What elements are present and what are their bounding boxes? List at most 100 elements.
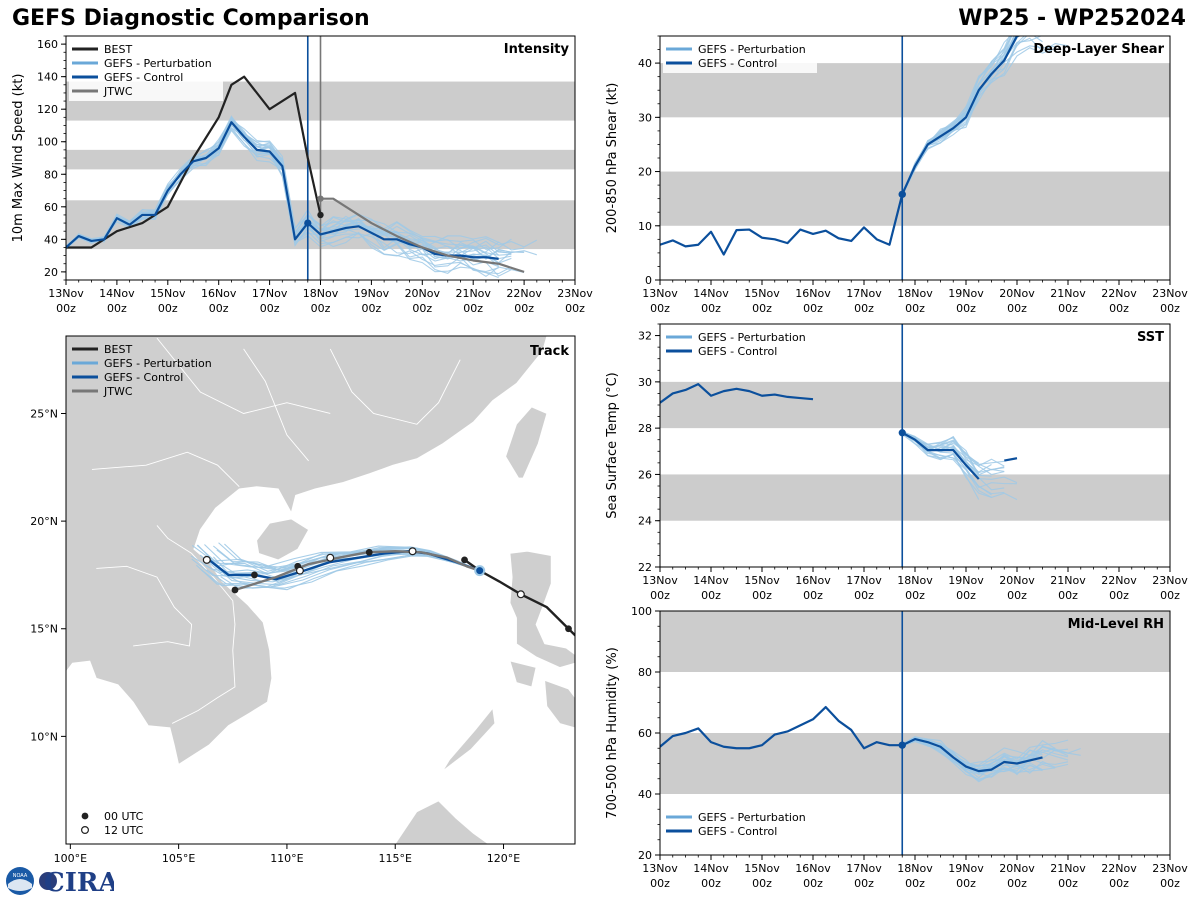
- border-line: [156, 525, 236, 724]
- track-point-12utc: [202, 555, 211, 564]
- cira-globe-icon: [39, 872, 57, 890]
- x-tick-label-hour: 00z: [1007, 877, 1027, 890]
- y-axis-label: Sea Surface Temp (°C): [605, 372, 620, 519]
- x-tick-label-date: 17Nov: [846, 862, 882, 875]
- x-tick-label-hour: 00z: [514, 302, 534, 315]
- jtwc-track: [234, 550, 481, 592]
- x-tick-label-date: 22Nov: [1101, 574, 1137, 587]
- x-tick-label-date: 20Nov: [999, 287, 1035, 300]
- x-tick-label-hour: 00z: [956, 589, 976, 602]
- border-line: [243, 348, 309, 462]
- y-tick-label: 120: [37, 103, 58, 116]
- x-tick-label-date: 14Nov: [99, 287, 135, 300]
- perturbation-line: [901, 736, 1056, 767]
- plot-area: [66, 36, 575, 280]
- x-tick-label-hour: 00z: [854, 302, 874, 315]
- x-tick-label-date: 14Nov: [693, 862, 729, 875]
- x-tick-label-date: 15Nov: [744, 862, 780, 875]
- perturbation-line: [901, 737, 1043, 783]
- y-tick-label: 160: [37, 38, 58, 51]
- x-tick-label-hour: 00z: [56, 302, 76, 315]
- x-tick-label-hour: 00z: [803, 302, 823, 315]
- panel-title: SST: [1137, 330, 1164, 345]
- x-tick-label-hour: 00z: [1058, 302, 1078, 315]
- y-tick-label: 30: [638, 376, 652, 389]
- y-tick-label: 24: [638, 515, 652, 528]
- x-tick-label-hour: 00z: [701, 302, 721, 315]
- init-point: [898, 429, 906, 437]
- x-tick-label-date: 19Nov: [354, 287, 390, 300]
- marker-legend-label: 12 UTC: [104, 824, 144, 837]
- legend-label: BEST: [104, 343, 132, 356]
- x-tick-label-hour: 00z: [1007, 302, 1027, 315]
- y-axis-label: 200-850 hPa Shear (kt): [605, 83, 620, 234]
- land-mass: [394, 800, 490, 844]
- control-line: [901, 737, 1043, 773]
- perturbation-line: [901, 739, 1069, 770]
- legend-box: [663, 327, 817, 361]
- y-tick-label: 32: [638, 330, 652, 343]
- y-tick-label: 0: [645, 274, 652, 287]
- control-line: [901, 36, 1023, 195]
- intensity-band: [660, 171, 1170, 226]
- x-tick-label-date: 20Nov: [999, 574, 1035, 587]
- x-tick-label-hour: 00z: [803, 877, 823, 890]
- y-tick-label: 28: [638, 422, 652, 435]
- land-mass: [509, 660, 537, 688]
- legend-label: JTWC: [103, 85, 133, 98]
- storm-id: WP25 - WP252024: [958, 6, 1186, 31]
- y-tick-label: 80: [44, 168, 58, 181]
- x-tick-label-hour: 00z: [1160, 877, 1180, 890]
- land-mass: [505, 406, 548, 479]
- y-tick-label: 140: [37, 71, 58, 84]
- x-tick-label-hour: 00z: [803, 589, 823, 602]
- control-line: [660, 383, 814, 404]
- land-mass: [509, 550, 575, 668]
- legend-label: JTWC: [103, 385, 133, 398]
- panel-intensity: 20 40 60 80 100 120 140 160 13Nov 00z 14Nov 00z 15No…: [11, 35, 593, 315]
- x-tick-label-date: 13Nov: [48, 287, 84, 300]
- y-tick-label: 30: [638, 111, 652, 124]
- y-tick-label: 60: [638, 727, 652, 740]
- y-tick-label: 40: [638, 788, 652, 801]
- land-mass: [544, 679, 575, 729]
- track-point-00utc: [231, 586, 239, 594]
- y-tick-label: 40: [638, 57, 652, 70]
- panel-sst: 22 24 26 28 30 32 13Nov 00z 14Nov 00z 15Nov 00z 16No…: [605, 323, 1188, 602]
- cira-logo: NOAA CIRA: [4, 864, 119, 902]
- perturbation-line: [902, 432, 1005, 474]
- x-tick-label-date: 15Nov: [150, 287, 186, 300]
- x-tick-label-date: 17Nov: [846, 287, 882, 300]
- lat-tick-label: 25°N: [30, 407, 58, 420]
- x-tick-label-hour: 00z: [701, 589, 721, 602]
- x-tick-label-date: 15Nov: [744, 287, 780, 300]
- best-point: [317, 211, 324, 219]
- x-tick-label-hour: 00z: [650, 302, 670, 315]
- x-tick-label-hour: 00z: [752, 589, 772, 602]
- x-tick-label-date: 17Nov: [252, 287, 288, 300]
- lon-tick-label: 110°E: [270, 852, 303, 865]
- lon-tick-label: 120°E: [487, 852, 520, 865]
- x-tick-label-date: 17Nov: [846, 574, 882, 587]
- perturbation-line: [66, 119, 538, 250]
- plot-area: [660, 36, 1170, 280]
- track-point-12utc: [516, 590, 525, 599]
- y-tick-label: 60: [44, 201, 58, 214]
- x-tick-label-date: 14Nov: [693, 574, 729, 587]
- x-tick-label-date: 21Nov: [455, 287, 491, 300]
- panel-title: Track: [530, 344, 569, 359]
- y-tick-label: 100: [631, 605, 652, 618]
- x-tick-label-date: 18Nov: [897, 574, 933, 587]
- init-point: [304, 219, 312, 227]
- legend-box: [663, 807, 817, 841]
- marker-legend-12utc: [80, 825, 89, 834]
- x-tick-label-date: 22Nov: [1101, 287, 1137, 300]
- perturbation-line: [902, 433, 1005, 467]
- legend-label: GEFS - Perturbation: [698, 811, 806, 824]
- y-tick-label: 80: [638, 666, 652, 679]
- track-init-point: [474, 565, 486, 577]
- panel-track: 100°E 105°E 110°E 115°E 120°E 10°N 15°N 20°N 25°…: [30, 335, 576, 865]
- border-line: [329, 348, 461, 425]
- init-point: [898, 190, 906, 198]
